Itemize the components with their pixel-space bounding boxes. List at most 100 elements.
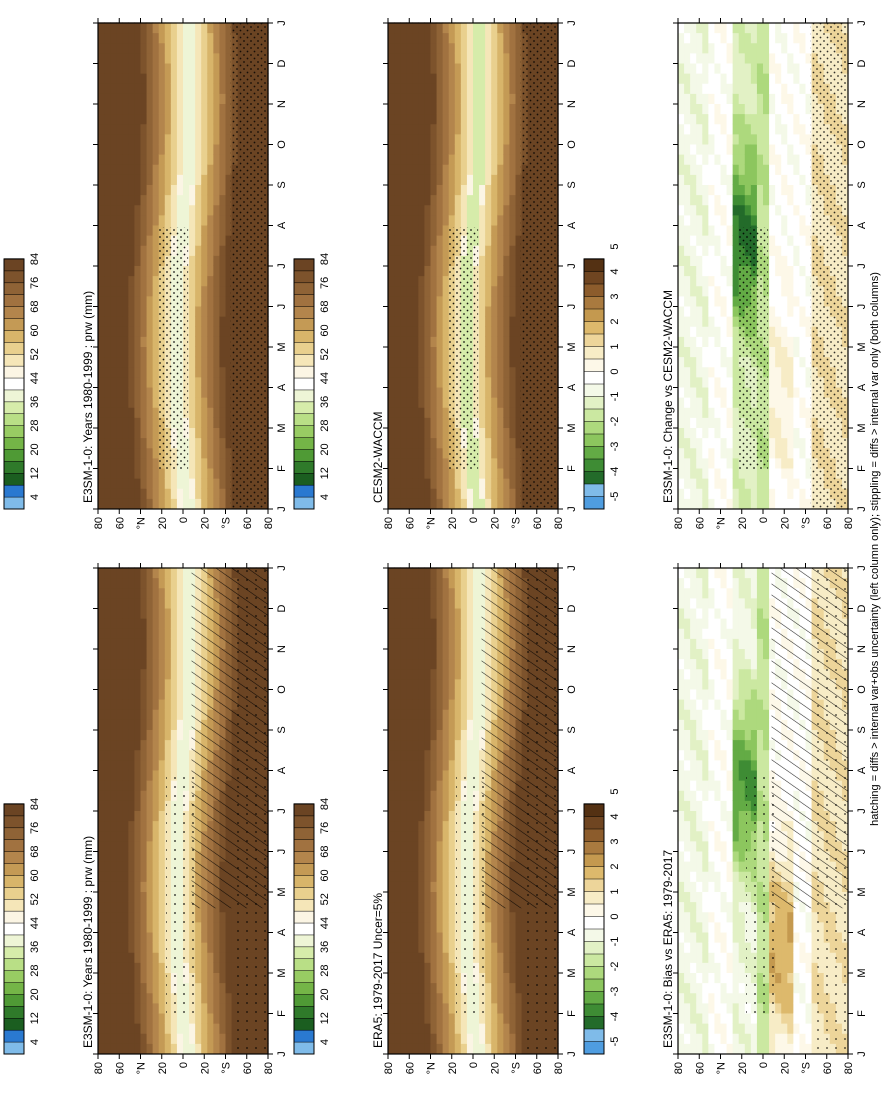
field-cell — [104, 678, 111, 690]
field-cell — [195, 143, 202, 155]
field-cell — [406, 174, 413, 185]
field-cell — [140, 840, 148, 852]
field-cell — [225, 22, 233, 34]
field-cell — [134, 871, 142, 882]
field-cell — [485, 83, 492, 94]
field-cell — [189, 184, 196, 196]
field-cell — [400, 891, 407, 903]
field-cell — [388, 245, 395, 256]
field-cell — [400, 729, 407, 741]
field-cell — [116, 942, 123, 953]
field-cell — [430, 820, 438, 832]
field-cell — [448, 840, 456, 852]
field-cell — [134, 972, 142, 984]
field-cell — [116, 305, 123, 317]
field-cell — [201, 93, 208, 104]
field-cell — [158, 749, 166, 761]
field-cell — [442, 769, 450, 781]
field-cell — [128, 618, 136, 629]
field-cell — [448, 729, 456, 741]
field-cell — [225, 255, 233, 266]
field-cell — [219, 265, 227, 277]
field-cell — [213, 437, 221, 449]
field-cell — [207, 1033, 214, 1044]
field-cell — [140, 103, 148, 115]
field-cell — [207, 133, 214, 145]
field-cell — [400, 901, 407, 913]
field-cell — [140, 790, 148, 801]
field-cell — [394, 498, 401, 509]
field-cell — [134, 133, 142, 145]
field-cell — [412, 658, 419, 670]
field-cell — [400, 224, 407, 236]
field-cell — [98, 103, 105, 115]
field-cell — [400, 699, 407, 710]
field-cell — [424, 709, 432, 720]
field-cell — [418, 366, 426, 378]
field-cell — [152, 478, 160, 489]
field-cell — [213, 224, 221, 236]
field-cell — [195, 32, 202, 44]
field-cell — [430, 769, 438, 781]
field-cell — [219, 942, 227, 953]
field-cell — [436, 265, 444, 277]
field-cell — [219, 62, 227, 74]
field-cell — [448, 577, 456, 589]
field-cell — [98, 488, 105, 499]
month-tick-label: F — [276, 465, 288, 472]
field-cell — [394, 597, 401, 609]
field-cell — [219, 417, 227, 428]
field-cell — [219, 498, 227, 509]
field-cell — [400, 265, 407, 277]
field-cell — [170, 749, 178, 761]
field-cell — [146, 1023, 154, 1034]
field-cell — [394, 719, 401, 730]
field-cell — [400, 881, 407, 892]
field-cell — [436, 42, 444, 54]
field-cell — [189, 478, 196, 489]
field-cell — [466, 103, 474, 115]
field-cell — [183, 668, 190, 680]
field-cell — [122, 850, 129, 862]
field-cell — [104, 83, 111, 94]
field-cell — [110, 780, 117, 791]
field-cell — [116, 366, 123, 378]
field-cell — [189, 376, 196, 388]
field-cell — [128, 719, 136, 730]
field-cell — [412, 1033, 419, 1044]
field-cell — [140, 407, 148, 418]
field-cell — [424, 729, 432, 741]
field-cell — [418, 397, 426, 408]
field-cell — [207, 962, 214, 973]
field-cell — [466, 699, 474, 710]
field-cell — [430, 62, 438, 74]
field-cell — [183, 488, 190, 499]
field-cell — [406, 840, 413, 852]
field-cell — [400, 457, 407, 469]
field-cell — [104, 618, 111, 629]
field-cell — [183, 467, 190, 479]
field-cell — [406, 447, 413, 459]
field-cell — [436, 467, 444, 479]
field-cell — [158, 861, 166, 872]
field-cell — [479, 407, 486, 418]
field-cell — [473, 658, 480, 670]
field-cell — [466, 164, 474, 175]
field-cell — [225, 93, 233, 104]
field-cell — [394, 1002, 401, 1014]
field-cell — [460, 488, 468, 499]
field-cell — [104, 972, 111, 984]
field-cell — [424, 488, 432, 499]
month-tick-label: M — [276, 968, 288, 977]
field-cell — [110, 265, 117, 277]
field-cell — [473, 678, 480, 690]
field-cell — [442, 891, 450, 903]
field-cell — [430, 407, 438, 418]
field-cell — [201, 1043, 208, 1054]
field-cell — [207, 265, 214, 277]
field-cell — [225, 184, 233, 196]
field-cell — [412, 972, 419, 984]
field-cell — [158, 618, 166, 629]
field-cell — [122, 1043, 129, 1054]
field-cell — [195, 305, 202, 317]
